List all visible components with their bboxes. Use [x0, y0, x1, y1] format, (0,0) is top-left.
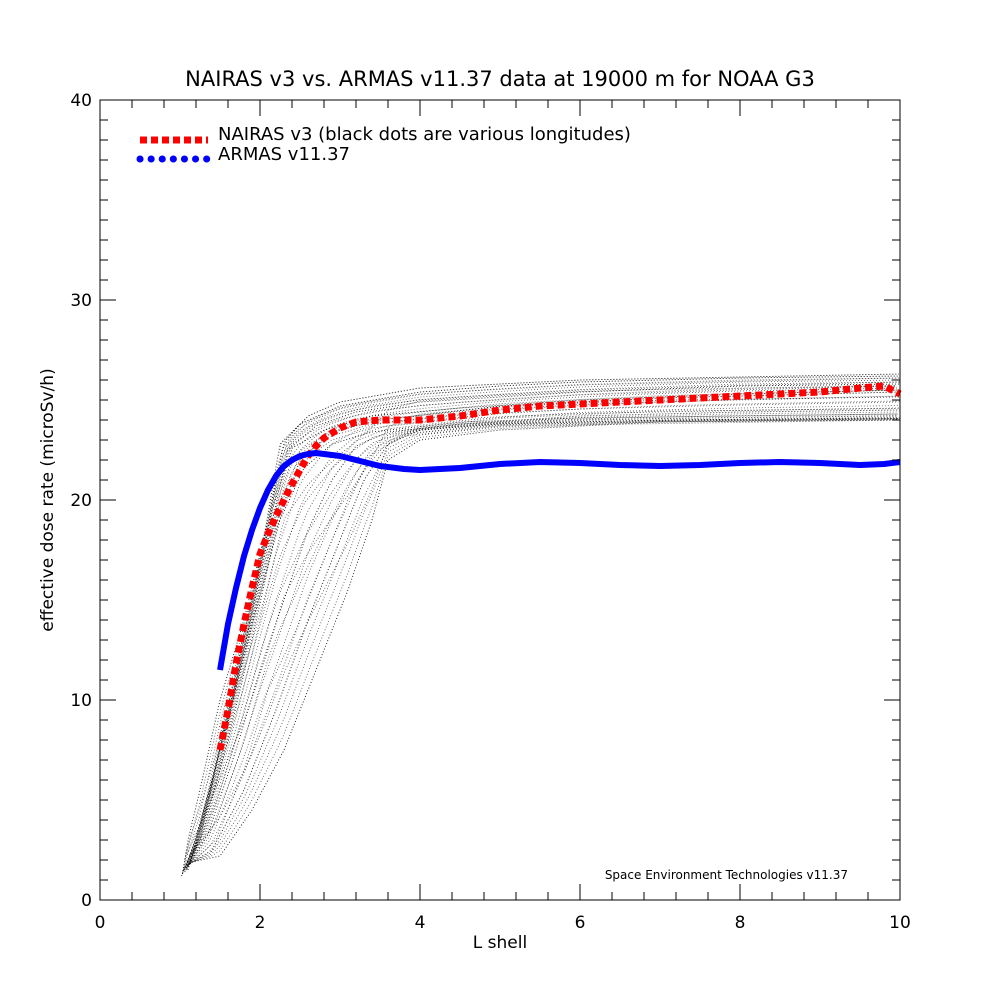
series-line-nairas: [216, 382, 902, 751]
y-tick-label: 10: [70, 691, 92, 711]
x-tick-label: 8: [735, 913, 746, 933]
longitude-curve: [188, 415, 897, 867]
series-line-armas: [217, 450, 901, 671]
longitude-curve: [191, 419, 900, 863]
longitude-scatter: [181, 373, 901, 877]
longitude-curve: [189, 418, 899, 864]
longitude-curve: [191, 419, 901, 863]
x-axis-label: L shell: [473, 933, 527, 953]
x-tick-label: 10: [889, 913, 911, 933]
longitude-curve: [188, 413, 897, 865]
longitude-curve: [183, 385, 897, 870]
chart-title: NAIRAS v3 vs. ARMAS v11.37 data at 19000…: [185, 67, 815, 91]
longitude-curve: [181, 373, 899, 875]
x-tick-label: 0: [95, 913, 106, 933]
x-tick-label: 2: [255, 913, 266, 933]
longitude-curve: [187, 409, 901, 867]
y-tick-label: 20: [70, 491, 92, 511]
axis-ticks: 0 2 4 6 8 10 0 10 20 30 40: [70, 91, 910, 933]
legend-label-nairas: NAIRAS v3 (black dots are various longit…: [218, 124, 631, 145]
longitude-curve: [182, 379, 899, 872]
x-tick-label: 6: [575, 913, 586, 933]
longitude-curve: [190, 418, 899, 864]
longitude-curve: [189, 418, 898, 865]
longitude-curve: [189, 408, 898, 856]
longitude-curve: [182, 377, 900, 871]
legend: NAIRAS v3 (black dots are various longit…: [136, 124, 631, 165]
series-lines: [216, 382, 902, 751]
y-tick-label: 40: [70, 91, 92, 111]
y-tick-label: 30: [70, 291, 92, 311]
legend-label-armas: ARMAS v11.37: [218, 144, 350, 165]
longitude-curve: [186, 400, 900, 867]
y-tick-label: 0: [81, 891, 92, 911]
credit-text: Space Environment Technologies v11.37: [605, 868, 848, 882]
x-tick-label: 4: [415, 913, 426, 933]
longitude-curve: [185, 395, 898, 871]
longitude-curve: [188, 411, 897, 866]
longitude-curve: [187, 405, 900, 867]
longitude-curve: [182, 381, 900, 871]
y-axis-label: effective dose rate (microSv/h): [38, 368, 58, 631]
